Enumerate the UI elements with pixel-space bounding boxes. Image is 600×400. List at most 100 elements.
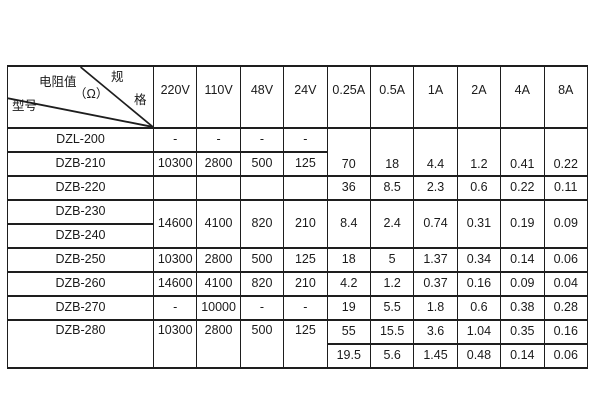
value-cell: 500 [239, 319, 285, 369]
value-cell [239, 175, 285, 201]
spec-label-char-2: 格 [134, 93, 147, 107]
value-cell: 5 [369, 247, 415, 273]
value-cell: 500 [239, 247, 285, 273]
value-cell: 1.04 [456, 319, 502, 345]
value-cell: 19.5 [326, 343, 371, 369]
resistance-label: 电阻值 [39, 75, 77, 89]
table-row: DZB-220 36 8.5 2.3 0.6 0.22 0.11 [7, 175, 589, 201]
value-cell: 5.5 [369, 295, 415, 321]
value-cell: 19 [326, 295, 371, 321]
value-cell: 2.3 [413, 175, 458, 201]
value-cell: 2.4 [369, 199, 415, 249]
value-cell: 0.06 [543, 247, 589, 273]
value-cell: 0.31 [456, 199, 502, 249]
table-row: DZB-210 10300 2800 500 125 [7, 151, 588, 177]
table-row: DZL-200- - - -70 18 4.4 1.2 0.41 0.22 [7, 127, 589, 177]
value-cell: 10300 [152, 319, 198, 369]
value-cell: 0.6 [456, 175, 502, 201]
value-cell: 0.37 [413, 271, 458, 297]
value-cell: 70 [326, 127, 371, 177]
value-cell: - [152, 295, 198, 321]
model-cell-dzb-220: DZB-220 [7, 175, 154, 201]
value-cell: 1.37 [413, 247, 458, 273]
value-cell: 500 [239, 151, 285, 177]
table-row: DZB-260 14600 4100 820 210 4.2 1.2 0.37 0.16 0.09… [7, 271, 589, 297]
value-cell [152, 175, 198, 201]
value-cell [283, 175, 328, 201]
value-cell: - [152, 127, 198, 153]
table-body: DZL-200- - - -70 18 4.4 1.2 0.41 0.22 DZB-210 1030… [7, 127, 589, 369]
value-cell: 820 [239, 199, 285, 249]
diagonal-divider-lines [8, 68, 153, 126]
table-row: DZB-280 10300 2800 500 125 55 15.5 3.6 1.04 0.35 0… [7, 319, 589, 369]
value-cell: 4.2 [326, 271, 371, 297]
table-header: 规 格 电阻值 （Ω） 型号 220V 110V 48V 24V 0.25A 0.5A 1A… [7, 65, 589, 129]
table-row: DZB-270-10000- -19 5.5 1.8 0.6 0.38 0.28 [7, 295, 589, 321]
column-header-0.5a: 0.5A [369, 65, 415, 129]
resistance-unit-label: （Ω） [74, 87, 109, 101]
value-cell: - [239, 127, 285, 153]
value-cell: 15.5 [369, 319, 415, 345]
model-cell-dzb-250: DZB-250 [7, 247, 154, 273]
table-row: DZB-250 10300 2800 500 125 18 5 1.37 0.34 0.14 0.0… [7, 247, 589, 273]
value-cell: 14600 [152, 271, 198, 297]
value-cell: 0.35 [500, 319, 545, 345]
value-cell: 4100 [196, 199, 241, 249]
value-cell: 0.34 [456, 247, 502, 273]
value-cell: 0.14 [500, 343, 545, 369]
value-cell: 4.4 [413, 127, 458, 177]
value-cell: 125 [283, 247, 328, 273]
value-cell: 18 [326, 247, 371, 273]
value-cell: 55 [326, 319, 371, 345]
value-cell: 0.74 [413, 199, 458, 249]
value-cell: 125 [283, 151, 328, 177]
model-cell-dzb-230: DZB-230 [7, 199, 154, 225]
value-cell: 0.19 [500, 199, 545, 249]
value-cell: 2800 [196, 319, 241, 369]
value-cell: 4100 [196, 271, 241, 297]
table-row: DZB-230 14600 4100 820 210 8.4 2.4 0.74 0.31 0.19… [7, 199, 589, 249]
value-cell: 3.6 [413, 319, 458, 345]
value-cell: 10300 [152, 247, 198, 273]
model-cell-dzb-240: DZB-240 [7, 223, 154, 249]
value-cell: 0.6 [456, 295, 502, 321]
value-cell: 0.09 [543, 199, 589, 249]
value-cell: 10300 [152, 151, 198, 177]
value-cell: 1.45 [413, 343, 458, 369]
value-cell: - [196, 127, 241, 153]
value-cell: 0.16 [456, 271, 502, 297]
value-cell: - [239, 295, 285, 321]
value-cell: 0.09 [500, 271, 545, 297]
value-cell: 0.28 [543, 295, 589, 321]
value-cell: 0.22 [543, 127, 589, 177]
column-header-24v: 24V [283, 65, 328, 129]
value-cell: 0.48 [456, 343, 502, 369]
column-header-8a: 8A [543, 65, 589, 129]
value-cell: - [283, 127, 328, 153]
value-cell: 820 [239, 271, 285, 297]
value-cell: 8.5 [369, 175, 415, 201]
value-cell: - [283, 295, 328, 321]
value-cell [196, 175, 241, 201]
model-cell-dzb-210: DZB-210 [7, 151, 154, 177]
value-cell: 0.14 [500, 247, 545, 273]
value-cell: 1.2 [369, 271, 415, 297]
column-header-220v: 220V [152, 65, 198, 129]
column-header-2a: 2A [456, 65, 502, 129]
value-cell: 125 [283, 319, 328, 369]
value-cell: 0.41 [500, 127, 545, 177]
corner-header-cell: 规 格 电阻值 （Ω） 型号 [7, 65, 154, 129]
value-cell: 0.04 [543, 271, 589, 297]
value-cell: 210 [283, 271, 328, 297]
model-cell-dzb-280: DZB-280 [7, 319, 154, 369]
value-cell: 10000 [196, 295, 241, 321]
model-cell-dzb-260: DZB-260 [7, 271, 154, 297]
value-cell: 0.38 [500, 295, 545, 321]
model-cell-dzb-270: DZB-270 [7, 295, 154, 321]
model-label: 型号 [12, 99, 38, 113]
column-header-48v: 48V [239, 65, 285, 129]
value-cell: 0.22 [500, 175, 545, 201]
value-cell: 0.11 [543, 175, 589, 201]
column-header-0.25a: 0.25A [326, 65, 371, 129]
value-cell: 36 [326, 175, 371, 201]
